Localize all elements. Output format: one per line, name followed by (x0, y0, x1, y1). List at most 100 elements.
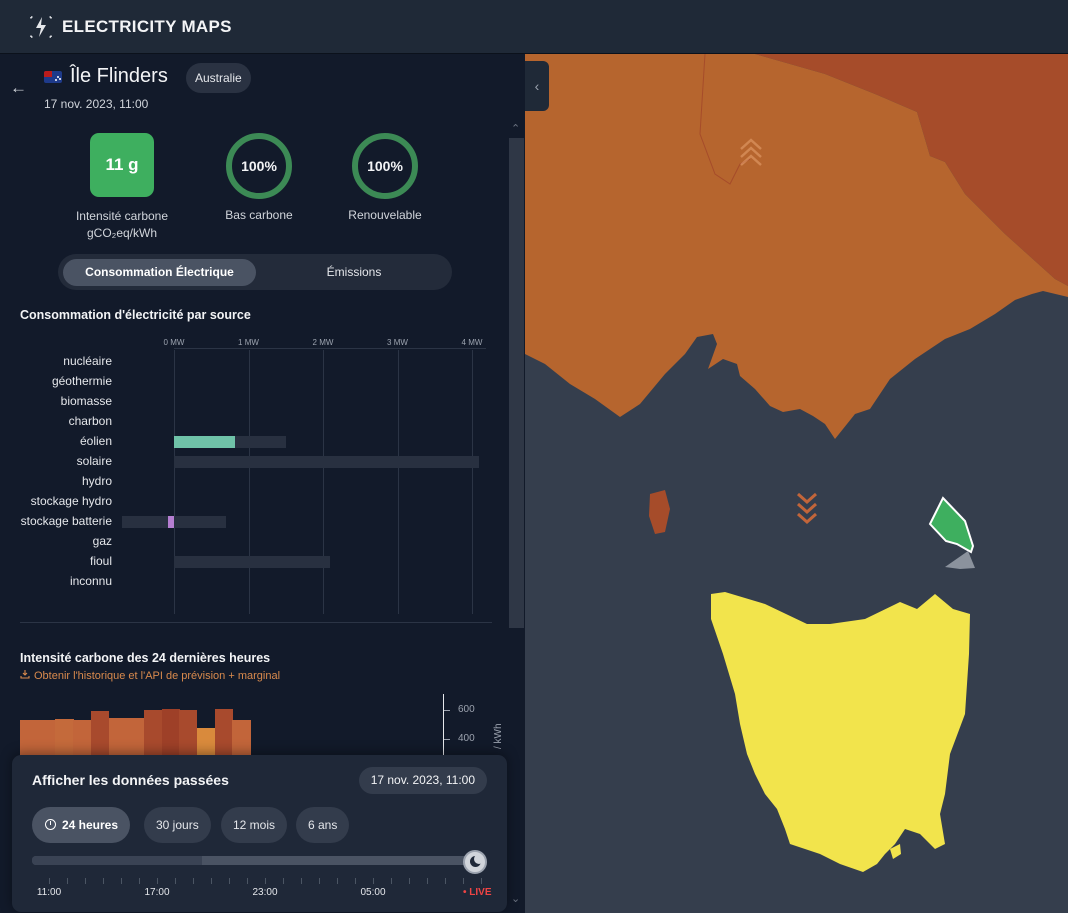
time-tick (409, 878, 410, 884)
renewable-ring[interactable]: 100% (352, 133, 418, 199)
past-data-title: Afficher les données passées (32, 772, 229, 788)
history-bar[interactable] (232, 720, 251, 756)
time-tick (445, 878, 446, 884)
source-label: éolien (79, 434, 112, 448)
chevron-left-icon: ‹ (534, 78, 540, 94)
source-label: nucléaire (63, 354, 112, 368)
time-tick (283, 878, 284, 884)
history-api-link-text[interactable]: Obtenir l'historique et l'API de prévisi… (34, 670, 281, 682)
map-region-flinders-island[interactable] (928, 496, 975, 554)
time-slider-thumb[interactable] (463, 850, 487, 874)
history-bar[interactable] (37, 720, 56, 756)
range-24h-button[interactable]: 24 heures (32, 807, 131, 843)
panel-scrollbar[interactable]: ⌃ ⌄ (508, 122, 525, 913)
time-tick (337, 878, 338, 884)
map[interactable] (525, 54, 1068, 913)
scroll-thumb[interactable] (509, 138, 524, 628)
download-icon (20, 670, 30, 679)
map-region-victoria[interactable] (525, 54, 1068, 439)
axis-tick-label: 1 MW (238, 338, 259, 347)
time-tick (103, 878, 104, 884)
axis-tick-label: 4 MW (461, 338, 483, 347)
australia-flag-icon (44, 71, 62, 83)
history-bar[interactable] (214, 709, 233, 756)
time-tick (319, 878, 320, 884)
source-capacity-bar[interactable] (174, 456, 480, 468)
top-bar: ELECTRICITY MAPS (0, 0, 1068, 54)
history-bar[interactable] (197, 728, 216, 756)
gridline (397, 350, 399, 614)
source-label: stockage hydro (30, 494, 112, 508)
app-name[interactable]: ELECTRICITY MAPS (62, 16, 232, 36)
time-tick (193, 878, 194, 884)
live-text: LIVE (469, 887, 492, 898)
time-slider-track[interactable] (32, 856, 480, 865)
scroll-up-icon[interactable]: ⌃ (511, 123, 521, 135)
source-label: géothermie (51, 374, 112, 388)
history-bar[interactable] (20, 720, 39, 756)
map-region-king-island[interactable] (649, 490, 670, 534)
time-tick (229, 878, 230, 884)
time-tick (481, 878, 482, 884)
lightning-logo-icon[interactable] (28, 14, 54, 40)
carbon-intensity-label-line1: Intensité carbone (75, 209, 169, 223)
history-bar[interactable] (126, 718, 145, 756)
map-region-nsw[interactable] (705, 54, 1068, 286)
wind-arrow-icon-strait (797, 492, 817, 525)
consumption-toggle-option[interactable]: Consommation Électrique (63, 259, 256, 286)
source-value-bar[interactable] (174, 436, 236, 448)
time-slider-past-segment (32, 856, 202, 865)
zone-name: Île Flinders (70, 65, 168, 87)
carbon-intensity-box[interactable]: 11 g (90, 133, 154, 197)
source-value-bar[interactable] (168, 516, 174, 528)
live-label[interactable]: • LIVE (463, 887, 492, 898)
wind-arrow-icon-north (740, 138, 762, 166)
history-bar[interactable] (179, 710, 198, 756)
map-svg[interactable] (525, 54, 1068, 913)
mode-toggle: Consommation Électrique Émissions (58, 254, 452, 290)
history-api-link[interactable]: Obtenir l'historique et l'API de prévisi… (20, 669, 280, 682)
history-bar[interactable] (90, 711, 109, 756)
time-tick (391, 878, 392, 884)
consumption-chart-title: Consommation d'électricité par source (20, 308, 251, 322)
source-label: stockage batterie (20, 514, 112, 528)
time-tick (355, 878, 356, 884)
range-6y-button[interactable]: 6 ans (296, 807, 350, 843)
time-label-1: 11:00 (36, 887, 62, 898)
source-label: hydro (81, 474, 112, 488)
emissions-toggle-option[interactable]: Émissions (326, 265, 382, 279)
history-bar[interactable] (108, 718, 127, 756)
back-arrow-icon[interactable]: ← (10, 78, 27, 97)
gridline (248, 350, 250, 614)
past-data-date[interactable]: 17 nov. 2023, 11:00 (358, 767, 487, 794)
range-12m-button[interactable]: 12 mois (221, 807, 288, 843)
time-tick (247, 878, 248, 884)
history-bar[interactable] (161, 709, 180, 756)
axis-tick-label: 2 MW (312, 338, 334, 347)
renewable-label: Renouvelable (348, 208, 422, 222)
collapse-panel-button[interactable]: ‹ (525, 61, 549, 111)
time-tick (139, 878, 140, 884)
source-capacity-bar[interactable] (121, 516, 227, 528)
past-data-panel: Afficher les données passées 17 nov. 202… (12, 755, 507, 912)
time-tick (211, 878, 212, 884)
time-tick (463, 878, 464, 884)
time-tick (85, 878, 86, 884)
range-30d-button[interactable]: 30 jours (144, 807, 211, 843)
map-region-tasmania[interactable] (711, 592, 970, 872)
time-tick (427, 878, 428, 884)
y-label-400: 400 (458, 733, 475, 744)
y-tick-600 (444, 710, 450, 711)
history-bar[interactable] (143, 710, 163, 756)
history-bar[interactable] (55, 719, 74, 756)
gridline (174, 350, 175, 614)
source-label: charbon (68, 414, 112, 428)
low-carbon-ring[interactable]: 100% (226, 133, 292, 199)
source-capacity-bar[interactable] (174, 556, 331, 568)
source-label: inconnu (69, 574, 112, 588)
map-region-tasmania-southeast-islet[interactable] (890, 844, 901, 859)
section-divider (20, 622, 492, 623)
map-region-cape-barren[interactable] (945, 551, 975, 569)
history-bar[interactable] (73, 720, 92, 756)
scroll-down-icon[interactable]: ⌄ (511, 893, 521, 905)
